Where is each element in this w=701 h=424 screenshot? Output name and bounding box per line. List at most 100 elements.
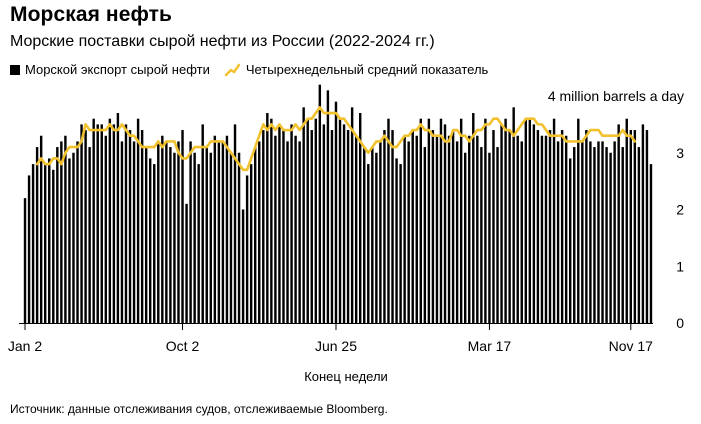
bar bbox=[48, 158, 51, 323]
bar bbox=[237, 152, 241, 323]
bar bbox=[209, 152, 212, 323]
bar bbox=[52, 169, 55, 323]
bar bbox=[274, 135, 277, 323]
bar bbox=[88, 147, 91, 323]
bar bbox=[161, 135, 164, 323]
x-axis-title: Конец недели bbox=[304, 369, 388, 384]
bar bbox=[217, 141, 221, 323]
bar bbox=[427, 118, 431, 323]
bar bbox=[560, 130, 564, 323]
legend-line-swatch bbox=[224, 63, 240, 76]
x-axis-labels: Jan 2 Oct 2 Jun 25 Mar 17 Nov 17 Конец недели bbox=[8, 338, 653, 384]
bar bbox=[23, 198, 27, 323]
bar bbox=[367, 164, 370, 323]
bar bbox=[435, 135, 439, 323]
bar bbox=[306, 118, 309, 323]
y-axis-labels: 0 1 2 3 4 million barrels a day bbox=[548, 88, 684, 331]
bar bbox=[116, 113, 120, 324]
bar bbox=[221, 141, 225, 323]
bar bbox=[354, 135, 358, 323]
bar bbox=[241, 209, 245, 323]
bar bbox=[314, 118, 317, 323]
bar bbox=[229, 152, 233, 323]
bar bbox=[447, 135, 451, 323]
legend: Морской экспорт сырой нефти Четырехнедел… bbox=[10, 62, 488, 77]
bar bbox=[455, 141, 459, 323]
bar bbox=[84, 130, 87, 323]
bar bbox=[302, 107, 305, 323]
bar bbox=[185, 203, 188, 323]
bar bbox=[577, 118, 580, 323]
bar bbox=[346, 130, 350, 323]
x-tick-label: Mar 17 bbox=[468, 338, 512, 354]
bar bbox=[104, 135, 107, 323]
bar bbox=[637, 147, 641, 323]
bar bbox=[44, 164, 47, 323]
bar bbox=[31, 164, 35, 323]
y-tick-label: 0 bbox=[676, 315, 684, 331]
y-tick-label: 2 bbox=[676, 202, 684, 218]
bar bbox=[92, 118, 95, 323]
bar bbox=[270, 118, 273, 323]
bar bbox=[524, 118, 527, 323]
bar bbox=[641, 124, 645, 324]
bar bbox=[540, 135, 544, 323]
bar bbox=[282, 130, 285, 323]
bar bbox=[536, 130, 540, 323]
bar bbox=[262, 130, 265, 323]
bar bbox=[334, 101, 338, 324]
bar bbox=[290, 124, 293, 324]
bar bbox=[403, 135, 406, 323]
bar bbox=[124, 124, 128, 324]
bar bbox=[593, 147, 596, 323]
bar bbox=[629, 130, 632, 323]
bar bbox=[72, 152, 75, 323]
bar bbox=[609, 152, 612, 323]
bar bbox=[181, 130, 184, 323]
bar bbox=[322, 124, 326, 324]
bar bbox=[363, 147, 366, 323]
bar bbox=[552, 118, 556, 323]
source-note: Источник: данные отслеживания судов, отс… bbox=[10, 402, 388, 416]
bar bbox=[140, 130, 144, 323]
bar bbox=[318, 84, 322, 324]
bar bbox=[613, 141, 616, 323]
bar bbox=[120, 141, 124, 323]
bar bbox=[504, 118, 507, 323]
bar bbox=[136, 118, 140, 323]
bar bbox=[443, 124, 447, 324]
bar bbox=[294, 135, 297, 323]
bar bbox=[342, 124, 346, 324]
bar bbox=[597, 141, 600, 323]
bar bbox=[128, 130, 132, 323]
bar bbox=[112, 124, 116, 324]
bar bbox=[617, 124, 620, 324]
bar bbox=[245, 175, 249, 323]
bar bbox=[100, 124, 103, 324]
bar bbox=[193, 152, 196, 323]
bar bbox=[132, 141, 136, 323]
bar bbox=[573, 147, 576, 323]
legend-bar-swatch bbox=[10, 64, 20, 75]
bar bbox=[383, 130, 386, 323]
bar bbox=[169, 147, 172, 323]
bar bbox=[569, 158, 572, 323]
bar bbox=[379, 141, 382, 323]
legend-bar-label: Морской экспорт сырой нефти bbox=[25, 62, 210, 77]
bar bbox=[419, 118, 422, 323]
bar bbox=[96, 124, 99, 324]
bar bbox=[395, 158, 398, 323]
bar bbox=[310, 130, 313, 323]
bar bbox=[27, 175, 31, 323]
bar bbox=[472, 113, 475, 324]
bar bbox=[399, 164, 402, 323]
bar bbox=[500, 124, 503, 324]
bar bbox=[258, 141, 261, 323]
bar bbox=[249, 164, 253, 323]
bar bbox=[488, 152, 491, 323]
bar bbox=[233, 124, 237, 324]
bar bbox=[585, 130, 588, 323]
bar bbox=[213, 135, 217, 323]
bar bbox=[439, 118, 443, 323]
bar bbox=[492, 130, 495, 323]
